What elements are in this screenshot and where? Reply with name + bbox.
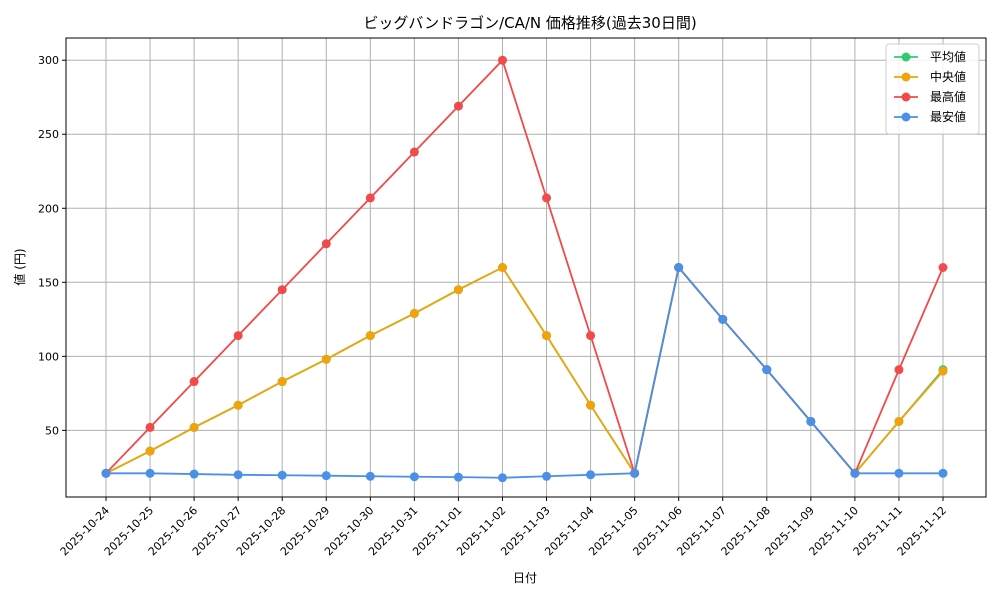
data-point — [497, 473, 507, 483]
data-point — [453, 101, 463, 111]
y-tick-label: 200 — [38, 202, 59, 215]
legend-box — [885, 43, 980, 135]
data-point — [233, 400, 243, 410]
grid — [66, 38, 986, 497]
y-tick-label: 100 — [38, 350, 59, 363]
series-3 — [101, 263, 948, 483]
data-point — [894, 468, 904, 478]
series-0 — [101, 263, 948, 478]
data-point — [189, 377, 199, 387]
legend-item: 最安値 — [894, 109, 966, 124]
legend-label: 中央値 — [930, 69, 966, 84]
data-point — [233, 470, 243, 480]
data-point — [189, 469, 199, 479]
data-point — [542, 471, 552, 481]
data-point — [277, 285, 287, 295]
data-point — [850, 468, 860, 478]
legend-marker — [901, 112, 911, 122]
legend-item: 平均値 — [894, 49, 966, 64]
data-point — [409, 472, 419, 482]
data-point — [321, 354, 331, 364]
data-point — [365, 331, 375, 341]
data-point — [674, 263, 684, 272]
legend-label: 最高値 — [930, 89, 966, 104]
series-line — [106, 265, 943, 479]
y-tick-label: 50 — [45, 424, 59, 437]
data-point — [277, 470, 287, 480]
data-point — [542, 193, 552, 203]
data-point — [321, 471, 331, 481]
data-point — [189, 422, 199, 432]
chart-title: ビッグバンドラゴン/CA/N 価格推移(過去30日間) — [363, 14, 696, 32]
data-point — [938, 468, 948, 478]
data-point — [762, 365, 772, 375]
y-tick-label: 250 — [38, 128, 59, 141]
x-axis-label: 日付 — [513, 571, 537, 585]
data-point — [497, 263, 507, 272]
data-point — [630, 468, 640, 478]
data-point — [586, 400, 596, 410]
data-point — [894, 365, 904, 375]
data-point — [145, 468, 155, 478]
series-1 — [101, 263, 948, 478]
data-point — [277, 377, 287, 387]
data-point — [718, 314, 728, 324]
legend-marker — [901, 92, 911, 102]
data-point — [938, 263, 948, 272]
data-point — [542, 331, 552, 341]
y-axis-label: 値 (円) — [12, 248, 27, 285]
legend-marker — [901, 72, 911, 82]
data-point — [453, 472, 463, 482]
data-point — [806, 416, 816, 426]
legend-item: 中央値 — [894, 69, 966, 84]
data-point — [365, 471, 375, 481]
data-point — [145, 422, 155, 432]
series-line — [105, 58, 944, 477]
y-axis: 50 100 150 200 250 300 — [38, 54, 66, 437]
x-axis: 2025-10-242025-10-252025-10-262025-10-27… — [58, 497, 949, 558]
legend-item: 最高値 — [894, 89, 966, 104]
data-point — [453, 285, 463, 295]
legend-label: 平均値 — [930, 49, 966, 64]
data-point — [321, 239, 331, 249]
legend-marker — [901, 52, 911, 62]
y-tick-label: 150 — [38, 276, 59, 289]
series-2 — [101, 55, 948, 478]
series-line — [105, 265, 944, 476]
data-point — [233, 331, 243, 341]
y-tick-label: 300 — [38, 54, 59, 67]
data-point — [894, 416, 904, 426]
data-point — [101, 468, 111, 478]
data-point — [938, 366, 948, 376]
legend-label: 最安値 — [930, 109, 966, 124]
plot-frame — [65, 37, 987, 498]
data-point — [497, 55, 507, 65]
series-layer — [101, 55, 948, 483]
data-point — [586, 470, 596, 480]
series-line — [105, 265, 944, 476]
data-point — [586, 331, 596, 341]
data-point — [409, 308, 419, 318]
data-point — [145, 446, 155, 456]
data-point — [409, 147, 419, 157]
data-point — [365, 193, 375, 203]
